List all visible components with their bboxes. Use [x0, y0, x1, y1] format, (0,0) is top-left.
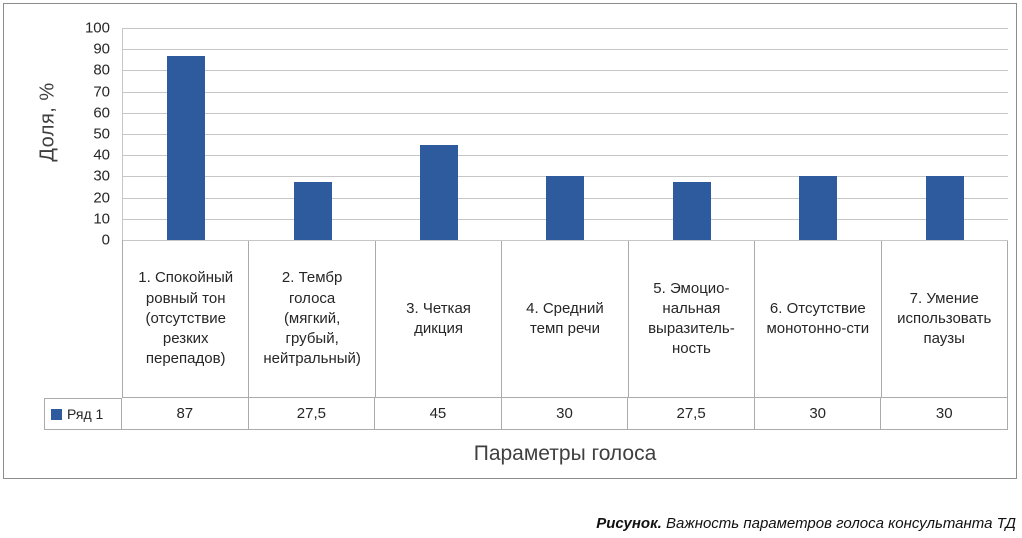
gridline	[123, 134, 1008, 135]
figure-caption: Рисунок. Важность параметров голоса конс…	[596, 515, 1016, 532]
series-color-swatch-icon	[51, 408, 62, 420]
bar	[799, 176, 838, 240]
data-table-row: Ряд 1 87 27,5 45 30 27,5 30 30	[4, 398, 1016, 430]
bar	[420, 144, 459, 240]
y-tick-label: 50	[93, 125, 110, 143]
y-tick-label: 60	[93, 104, 110, 122]
bar-column	[502, 28, 628, 240]
category-label: 7. Умение использовать паузы	[881, 240, 1008, 398]
bar-chart: Доля, % 0 10 20 30 40 50 60 70 80 90 100 1. Спокой…	[3, 3, 1017, 479]
bar-column	[882, 28, 1008, 240]
bar-column	[249, 28, 375, 240]
bar-column	[376, 28, 502, 240]
data-table-value: 87	[122, 398, 249, 430]
category-axis-spacer	[4, 240, 122, 398]
bar	[925, 176, 964, 240]
gridline	[123, 91, 1008, 93]
bar	[672, 181, 711, 240]
bars	[123, 28, 1008, 240]
y-tick-label: 40	[93, 146, 110, 164]
data-table-value: 27,5	[248, 398, 376, 430]
category-label: 4. Средний темп речи	[502, 240, 629, 398]
legend-series-1: Ряд 1	[44, 398, 122, 430]
caption-text: Важность параметров голоса консультанта …	[661, 515, 1016, 532]
data-table-value: 30	[501, 398, 629, 430]
y-axis-ticks: 0 10 20 30 40 50 60 70 80 90 100	[4, 21, 116, 248]
category-axis: 1. Спокойный ровный тон (отсутствие резк…	[4, 240, 1016, 398]
data-table-value: 30	[881, 398, 1009, 430]
category-labels: 1. Спокойный ровный тон (отсутствие резк…	[122, 240, 1008, 398]
x-axis-title: Параметры голоса	[473, 442, 657, 465]
plot-area	[122, 28, 1008, 241]
series-name: Ряд 1	[67, 406, 104, 422]
gridline	[123, 155, 1008, 157]
bar-column	[123, 28, 249, 240]
y-tick-label: 80	[93, 61, 110, 79]
bar-column	[629, 28, 755, 240]
plot-region: Доля, % 0 10 20 30 40 50 60 70 80 90 100	[4, 4, 1016, 248]
data-table-values: 87 27,5 45 30 27,5 30 30	[122, 398, 1009, 430]
gridline	[123, 49, 1008, 51]
y-tick-label: 10	[93, 210, 110, 228]
bar	[167, 55, 206, 240]
category-label: 2. Тембр голоса (мягкий, грубый, нейтрал…	[249, 240, 376, 398]
y-tick-label: 70	[93, 83, 110, 101]
gridline	[123, 70, 1008, 72]
data-table-value: 45	[375, 398, 502, 430]
y-tick-label: 90	[93, 40, 110, 58]
y-tick-label: 0	[101, 231, 110, 249]
bar-column	[755, 28, 881, 240]
data-table-spacer	[4, 398, 44, 430]
bar	[293, 181, 332, 240]
gridline	[123, 28, 1008, 29]
gridline	[123, 240, 1008, 241]
caption-label: Рисунок.	[596, 515, 662, 532]
category-label: 3. Четкая дикция	[375, 240, 503, 398]
category-label: 1. Спокойный ровный тон (отсутствие резк…	[122, 240, 250, 398]
y-tick-label: 100	[84, 19, 110, 37]
y-tick-label: 30	[93, 167, 110, 185]
data-table-value: 30	[754, 398, 882, 430]
gridline	[123, 112, 1008, 114]
bar	[546, 176, 585, 240]
y-tick-label: 20	[93, 189, 110, 207]
category-label: 5. Эмоцио-нальная выразитель-ность	[628, 240, 756, 398]
data-table-value: 27,5	[628, 398, 755, 430]
category-label: 6. Отсутствие монотонно-сти	[755, 240, 882, 398]
